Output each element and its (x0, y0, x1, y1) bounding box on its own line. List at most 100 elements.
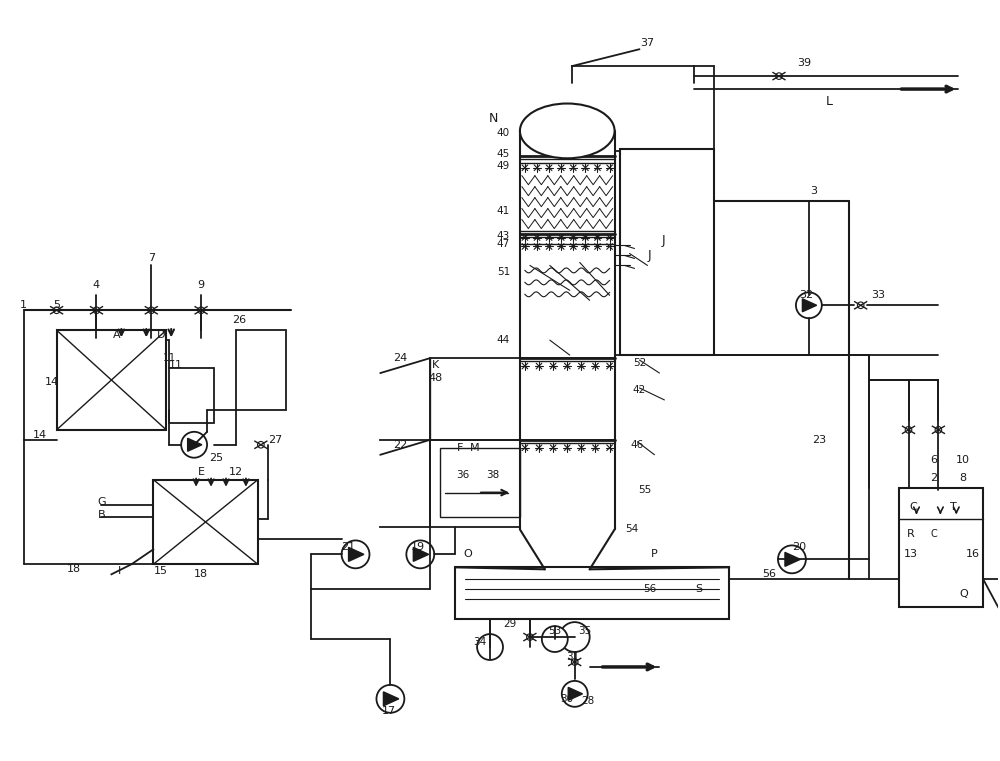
Text: 35: 35 (578, 626, 591, 636)
Text: S: S (696, 584, 703, 594)
Bar (153, 479, 258, 565)
Text: 9: 9 (198, 280, 205, 291)
Text: 38: 38 (486, 470, 500, 479)
Text: 1: 1 (20, 301, 27, 310)
Text: 16: 16 (966, 549, 980, 559)
Text: T: T (950, 501, 957, 511)
Polygon shape (383, 692, 399, 705)
Text: 52: 52 (633, 358, 646, 368)
Polygon shape (413, 547, 429, 562)
Circle shape (406, 540, 434, 568)
Text: D: D (157, 330, 165, 340)
Text: P: P (651, 549, 658, 559)
Text: 24: 24 (393, 353, 407, 363)
Polygon shape (568, 687, 582, 700)
Text: L: L (825, 94, 832, 107)
Text: 25: 25 (209, 453, 223, 463)
Circle shape (181, 431, 207, 457)
Text: E: E (198, 466, 205, 476)
Text: 2: 2 (930, 473, 937, 482)
Text: 6: 6 (930, 455, 937, 465)
Text: 32: 32 (799, 290, 813, 301)
Text: 36: 36 (457, 470, 470, 479)
Text: 23: 23 (812, 435, 826, 444)
Circle shape (778, 546, 806, 573)
Text: C: C (910, 501, 917, 511)
Circle shape (342, 540, 369, 568)
Text: 12: 12 (229, 466, 243, 476)
Text: I: I (118, 566, 121, 576)
Text: 56: 56 (762, 569, 776, 579)
Text: 26: 26 (232, 315, 246, 325)
Circle shape (796, 292, 822, 318)
Bar (57, 330, 166, 430)
Circle shape (562, 681, 588, 707)
Text: 43: 43 (497, 231, 510, 240)
Bar (899, 488, 983, 607)
Text: 14: 14 (45, 377, 59, 387)
Text: R: R (907, 530, 914, 540)
Text: O: O (464, 549, 472, 559)
Text: 27: 27 (268, 435, 282, 444)
Text: 15: 15 (154, 566, 168, 576)
Bar (430, 358, 615, 440)
Text: G: G (97, 497, 106, 507)
Text: 40: 40 (497, 128, 510, 138)
Text: 51: 51 (497, 267, 510, 278)
Text: F: F (457, 443, 463, 453)
Text: 37: 37 (640, 38, 655, 48)
Bar (440, 447, 520, 517)
Text: 18: 18 (67, 565, 81, 575)
Text: 11: 11 (169, 360, 183, 370)
Text: K: K (432, 360, 439, 370)
Text: 34: 34 (473, 637, 487, 647)
Polygon shape (802, 299, 817, 312)
Text: 31: 31 (566, 652, 579, 662)
Text: 54: 54 (625, 524, 638, 534)
Circle shape (477, 634, 503, 660)
Text: 8: 8 (960, 473, 967, 482)
Text: 18: 18 (194, 569, 208, 579)
Text: 56: 56 (643, 584, 656, 594)
Text: 33: 33 (872, 290, 886, 301)
Text: 20: 20 (792, 543, 806, 552)
Text: 11: 11 (163, 353, 176, 363)
Polygon shape (188, 438, 202, 451)
Text: B: B (98, 510, 105, 520)
Text: 39: 39 (797, 58, 811, 68)
Text: 29: 29 (503, 619, 517, 629)
Ellipse shape (520, 103, 615, 158)
Text: 4: 4 (93, 280, 100, 291)
Bar (620, 149, 714, 355)
Text: N: N (488, 113, 498, 126)
Text: 49: 49 (497, 161, 510, 170)
Bar (455, 567, 729, 619)
Text: 14: 14 (33, 430, 47, 440)
Text: 3: 3 (810, 186, 817, 196)
Text: J: J (648, 249, 651, 262)
Text: 55: 55 (638, 485, 651, 495)
Circle shape (376, 685, 404, 713)
Text: 5: 5 (53, 301, 60, 310)
Text: 44: 44 (497, 335, 510, 345)
Text: 46: 46 (631, 440, 644, 450)
Text: 42: 42 (633, 385, 646, 395)
Text: 10: 10 (956, 455, 970, 465)
Text: 47: 47 (497, 240, 510, 250)
Circle shape (560, 622, 590, 652)
Bar (169, 368, 214, 423)
Text: 7: 7 (148, 253, 155, 263)
Text: 28: 28 (581, 696, 594, 705)
Text: 53: 53 (548, 626, 561, 636)
Text: 17: 17 (381, 705, 395, 716)
Text: 45: 45 (497, 149, 510, 159)
Text: M: M (470, 443, 480, 453)
Text: 21: 21 (341, 543, 356, 552)
Text: 41: 41 (497, 205, 510, 215)
Text: 22: 22 (393, 440, 407, 450)
Text: 30: 30 (560, 694, 573, 704)
Text: Q: Q (959, 589, 968, 599)
Polygon shape (785, 552, 800, 566)
Text: J: J (662, 234, 665, 247)
Circle shape (542, 626, 568, 652)
